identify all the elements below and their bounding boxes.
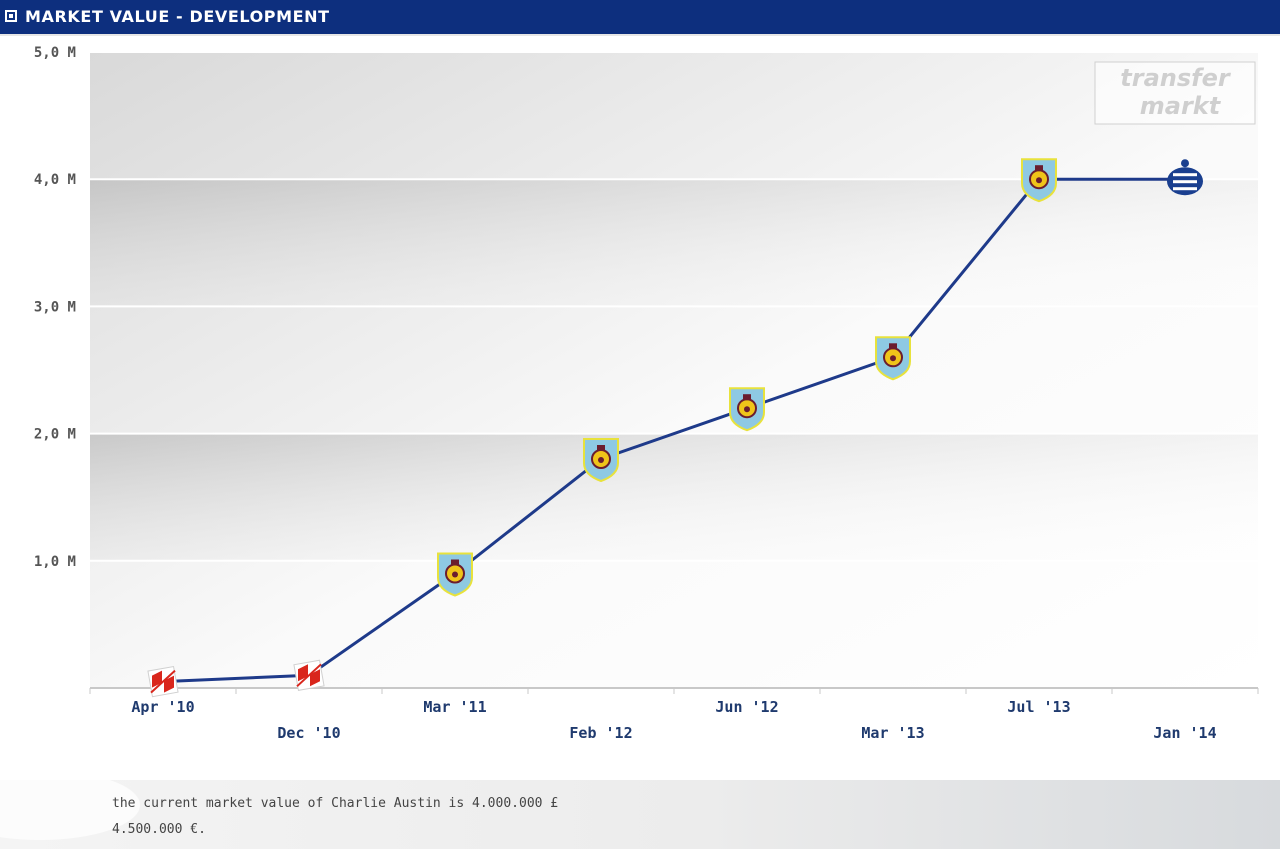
x-tick-label: Apr '10	[131, 698, 194, 716]
footer-info: the current market value of Charlie Aust…	[0, 780, 1280, 849]
x-tick-label: Mar '11	[423, 698, 486, 716]
data-point red-club-crest-icon[interactable]	[147, 665, 179, 698]
plot-band	[90, 433, 1258, 561]
market-value-chart: 1,0 M 2,0 M 3,0 M 4,0 M 5,0 M Apr '10 Dec '10…	[34, 45, 1259, 742]
y-tick-label: 4,0 M	[34, 172, 76, 188]
plot-band	[90, 179, 1258, 307]
x-tick-label: Dec '10	[277, 724, 340, 742]
data-point burnley-crest-icon[interactable]	[583, 438, 619, 483]
plot-background	[90, 52, 1258, 688]
data-point burnley-crest-icon[interactable]	[875, 336, 911, 381]
footer-market-value-text: the current market value of Charlie Aust…	[112, 796, 559, 811]
y-tick-label: 5,0 M	[34, 45, 76, 61]
x-tick-label: Feb '12	[569, 724, 632, 742]
data-point qpr-crest-icon[interactable]	[1167, 159, 1203, 196]
y-tick-label: 1,0 M	[34, 554, 76, 570]
y-tick-label: 3,0 M	[34, 299, 76, 315]
x-tick-label: Mar '13	[861, 724, 924, 742]
data-point burnley-crest-icon[interactable]	[1021, 158, 1057, 203]
x-tick-label: Jan '14	[1153, 724, 1216, 742]
footer-euro-value-text: 4.500.000 €.	[112, 822, 206, 837]
watermark-logo: transfer markt	[1094, 61, 1256, 125]
data-point red-club-crest-icon[interactable]	[293, 659, 325, 691]
data-point burnley-crest-icon[interactable]	[437, 552, 473, 597]
watermark-line2: markt	[1140, 92, 1222, 120]
watermark-line1: transfer	[1120, 64, 1232, 92]
chart-panel: 1,0 M 2,0 M 3,0 M 4,0 M 5,0 M Apr '10 Dec '10…	[0, 36, 1280, 768]
x-tick-label: Jun '12	[715, 698, 778, 716]
x-tick-label: Jul '13	[1007, 698, 1070, 716]
chart-title: MARKET VALUE - DEVELOPMENT	[25, 7, 330, 26]
series-line	[162, 177, 1185, 684]
chart-header: MARKET VALUE - DEVELOPMENT	[0, 0, 1280, 36]
y-tick-label: 2,0 M	[34, 427, 76, 443]
collapse-icon[interactable]	[5, 10, 17, 22]
data-point burnley-crest-icon[interactable]	[729, 387, 765, 432]
